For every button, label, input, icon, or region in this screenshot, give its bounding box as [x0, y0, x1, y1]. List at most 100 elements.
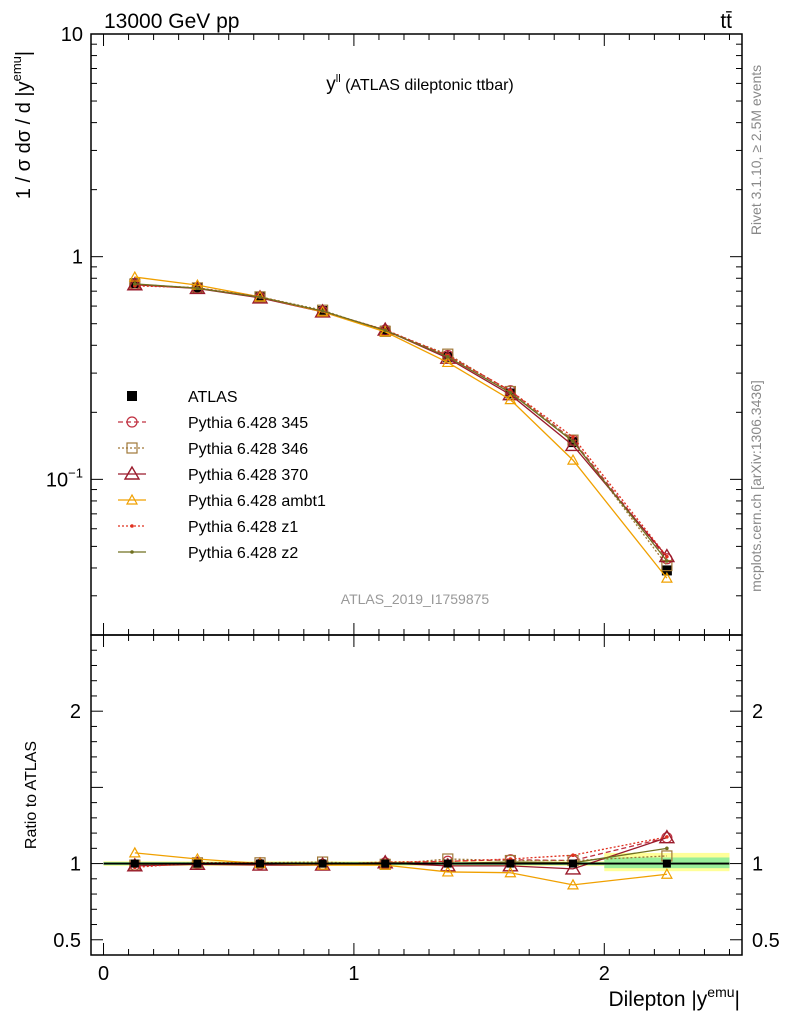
main-y-axis-label: 1 / σ dσ / d |yemu| — [9, 51, 35, 199]
main-ylabel-main: 1 / σ dσ / d |y — [13, 81, 35, 199]
legend-label: Pythia 6.428 z2 — [188, 545, 298, 562]
data-point — [441, 356, 454, 368]
legend-marker — [126, 416, 138, 428]
legend-marker — [127, 391, 137, 401]
ratio-series-layer — [103, 829, 730, 890]
energy-label: 13000 GeV pp — [104, 10, 239, 33]
legend-marker — [130, 550, 134, 554]
data-point — [128, 270, 141, 282]
watermark: ATLAS_2019_I1759875 — [341, 591, 490, 607]
xlabel-sup: emu — [707, 984, 734, 1000]
ratio-point — [564, 860, 582, 875]
ratio-point — [441, 865, 454, 877]
legend-marker — [126, 442, 138, 454]
ratio-panel: 0 1 2 2 2 1 1 0.5 0.5 Ratio to ATLAS Dilepton |y… — [23, 634, 780, 1011]
process-label: tt̄ — [720, 10, 732, 33]
x-axis-label: Dilepton |yemu| — [608, 984, 740, 1011]
data-point — [665, 554, 669, 559]
reference-point — [318, 859, 327, 868]
legend-entry: Pythia 6.428 z1 — [118, 519, 298, 536]
ratio-y-tick-label-left: 2 — [70, 701, 81, 723]
data-point — [195, 286, 200, 290]
legend-entry: Pythia 6.428 370 — [118, 465, 308, 484]
reference-point — [506, 859, 515, 868]
data-point — [566, 453, 580, 465]
main-series-layer — [126, 270, 676, 583]
data-point — [571, 439, 575, 444]
ratio-point — [665, 846, 669, 851]
ratio-point — [660, 868, 673, 879]
legend-entry: ATLAS — [127, 389, 238, 406]
data-point — [320, 309, 325, 313]
data-point — [508, 390, 513, 395]
ratio-point — [665, 835, 669, 839]
data-point — [445, 355, 450, 359]
ratio-point — [566, 878, 580, 890]
legend-label: Pythia 6.428 345 — [188, 415, 308, 432]
ratio-y-tick-label-right: 2 — [752, 701, 763, 723]
ratio-y-axis-label: Ratio to ATLAS — [23, 741, 40, 849]
main-y-tick-label: 1 — [72, 247, 83, 269]
main-ylabel-sup: emu — [9, 56, 24, 81]
xlabel-end: | — [735, 988, 740, 1011]
reference-point — [568, 859, 577, 868]
data-point — [439, 349, 457, 364]
legend-marker — [123, 465, 141, 480]
x-tick-label: 1 — [348, 963, 359, 985]
main-y-tick-label: 10 — [61, 24, 83, 46]
mcplots-label: mcplots.cern.ch [arXiv:1306.3436] — [748, 380, 764, 592]
ratio-y-tick-label-right: 1 — [752, 854, 763, 876]
xlabel-main: Dilepton |y — [608, 988, 707, 1011]
main-title-sup: ll — [336, 73, 341, 85]
main-y-tick-label-exponent: −1 — [68, 465, 83, 480]
legend-entry: Pythia 6.428 345 — [118, 415, 308, 432]
reference-point — [130, 859, 139, 868]
main-title: yll (ATLAS dileptonic ttbar) — [326, 73, 514, 95]
data-point — [504, 393, 517, 405]
ratio-y-tick-label-left: 0.5 — [53, 930, 81, 952]
x-tick-label: 0 — [98, 963, 109, 985]
main-title-main: y — [326, 74, 336, 95]
ratio-point — [571, 853, 575, 857]
data-point — [133, 282, 137, 286]
x-tick-label: 2 — [599, 963, 610, 985]
legend-marker — [125, 493, 139, 505]
legend-label: Pythia 6.428 z1 — [188, 519, 298, 536]
legend-entry: Pythia 6.428 346 — [118, 441, 308, 458]
data-point — [564, 437, 582, 452]
ratio-y-tick-label-right: 0.5 — [752, 930, 780, 952]
series-pythia-6-428-z2 — [133, 282, 669, 563]
ratio-plot-frame — [90, 634, 743, 956]
legend-label: ATLAS — [188, 389, 238, 406]
reference-point — [193, 859, 202, 868]
reference-point — [662, 859, 671, 868]
ratio-axes-layer: 0 1 2 2 2 1 1 0.5 0.5 — [53, 635, 780, 985]
reference-point — [381, 859, 390, 868]
legend-entry: Pythia 6.428 ambt1 — [118, 493, 326, 510]
ratio-point — [128, 846, 141, 858]
data-point — [571, 435, 575, 439]
reference-point — [256, 859, 265, 868]
rivet-label: Rivet 3.1.10, ≥ 2.5M events — [748, 65, 764, 235]
legend: ATLAS Pythia 6.428 345 Pythia 6.428 346 Pyt… — [118, 389, 326, 562]
main-ylabel-end: | — [13, 51, 35, 56]
data-point — [665, 559, 669, 563]
ratio-line — [134, 836, 668, 869]
reference-point — [443, 859, 452, 868]
ratio-point — [658, 829, 676, 844]
main-title-rest: (ATLAS dileptonic ttbar) — [341, 77, 514, 94]
data-point — [258, 295, 262, 299]
ratio-line — [134, 855, 667, 866]
ratio-point — [504, 866, 517, 878]
legend-label: Pythia 6.428 370 — [188, 467, 308, 484]
legend-label: Pythia 6.428 ambt1 — [188, 493, 326, 510]
data-point — [660, 571, 673, 583]
data-point — [383, 328, 388, 333]
legend-marker — [130, 524, 134, 528]
ratio-y-tick-label-left: 1 — [70, 854, 81, 876]
legend-label: Pythia 6.428 346 — [188, 441, 308, 458]
legend-entry: Pythia 6.428 z2 — [118, 545, 298, 562]
